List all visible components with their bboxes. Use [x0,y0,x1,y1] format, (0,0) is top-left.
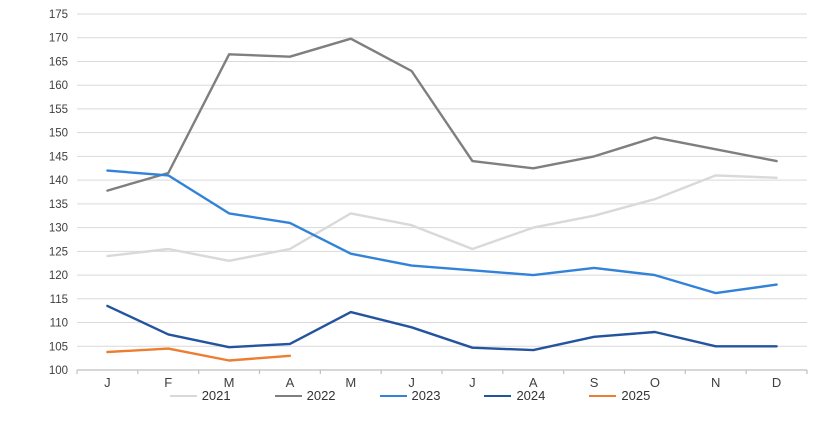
y-axis-label: 110 [50,318,68,330]
x-axis-label: A [529,375,538,390]
legend-line-swatch-2023 [379,394,407,397]
x-axis-label: O [650,375,660,390]
y-axis-label: 105 [49,341,68,353]
y-axis-label: 130 [49,223,68,235]
x-axis-label: J [408,375,415,390]
x-axis-label: M [345,375,356,390]
legend-line-swatch-2024 [484,394,512,397]
y-axis-label: 140 [49,175,68,187]
x-axis-label: J [104,375,111,390]
legend-item-2024: 2024 [484,389,545,402]
legend-line-swatch-2025 [589,394,617,397]
y-axis-label: 125 [49,246,68,258]
legend-item-2023: 2023 [379,388,441,403]
legend-item-2022: 2022 [274,388,336,403]
y-axis-label: 100 [49,365,68,377]
y-axis-label: 170 [49,33,68,45]
legend-item-2025: 2025 [589,389,650,402]
x-axis-label: A [286,375,295,390]
x-axis-label: D [772,375,781,390]
legend-line-swatch-2021 [169,394,197,397]
series-line-2023 [106,169,778,295]
series-line-2024 [106,304,778,352]
legend-label: 2021 [201,388,231,403]
legend-item-2021: 2021 [169,388,231,403]
chart-legend: 2021 2022 2023 2024 2025 [0,389,820,402]
y-axis-label: 145 [49,151,68,163]
x-axis-label: M [224,375,235,390]
legend-line-swatch-2022 [274,394,302,397]
y-axis-label: 120 [49,270,68,282]
x-axis-label: S [590,375,599,390]
y-axis-label: 160 [49,80,68,92]
legend-label: 2023 [411,388,441,403]
legend-label: 2024 [516,388,546,403]
series-line-2021 [106,174,778,262]
series-line-2022 [106,37,778,192]
x-axis-label: N [711,375,720,390]
series-line-2025 [106,347,292,362]
y-axis-label: 135 [49,199,68,211]
x-axis-label: F [164,375,172,390]
legend-label: 2025 [621,388,651,403]
y-axis-label: 115 [50,294,68,306]
x-axis-label: J [469,375,476,390]
y-axis-label: 175 [49,9,68,21]
y-axis-label: 150 [49,128,68,140]
y-axis-label: 155 [49,104,68,116]
y-axis-label: 165 [49,56,68,68]
legend-label: 2022 [306,388,336,403]
